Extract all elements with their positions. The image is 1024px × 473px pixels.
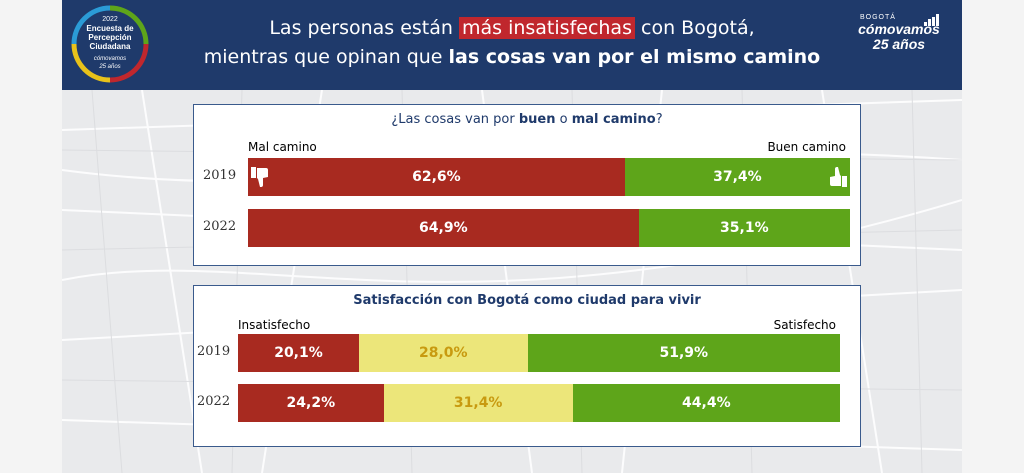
data-label-2019-1: 28,0%	[418, 345, 468, 361]
category-label-2022: 2022	[203, 219, 237, 234]
legend-buen-camino: Buen camino	[767, 140, 846, 154]
category-label-2019: 2019	[197, 344, 231, 359]
stacked-bar-2022: 24,2% 31,4% 44,4%	[238, 384, 840, 422]
bar-segment-2019-0	[248, 158, 625, 196]
category-label-2019: 2019	[203, 168, 237, 183]
page-title: Las personas están más insatisfechas con…	[172, 14, 852, 72]
data-label-2019-1: 37,4%	[713, 169, 762, 185]
data-label-2022-2: 44,4%	[682, 395, 731, 411]
bar-segment-2022-1	[638, 209, 850, 247]
legend-satisfecho: Satisfecho	[773, 318, 836, 332]
header-banner: 2022 Encuesta de Percepción Ciudadana có…	[62, 0, 962, 90]
data-label-2022-0: 24,2%	[286, 395, 336, 411]
bar-segment-2022-2	[572, 384, 840, 422]
bar-segment-2019-1	[359, 334, 528, 372]
bar-segment-2019-1	[624, 158, 850, 196]
bogota-como-vamos-logo: BOGOTÁ cómovamos 25 años	[858, 14, 940, 52]
badge-year: 2022	[102, 16, 118, 23]
panel-satisfaction: Satisfacción con Bogotá como ciudad para…	[193, 285, 861, 447]
data-label-2019-0: 20,1%	[274, 345, 323, 361]
data-label-2022-1: 31,4%	[453, 395, 503, 411]
legend-mal-camino: Mal camino	[248, 140, 317, 154]
bar-segment-2022-0	[238, 384, 384, 422]
category-label-2022: 2022	[197, 394, 231, 409]
survey-badge-logo: 2022 Encuesta de Percepción Ciudadana có…	[70, 4, 150, 84]
right-margin	[962, 0, 1024, 473]
bar-segment-2019-2	[527, 334, 840, 372]
title-line-1: Las personas están más insatisfechas con…	[269, 17, 755, 39]
badge-line3: Ciudadana	[89, 42, 131, 51]
bar-segment-2022-1	[383, 384, 573, 422]
badge-line1: Encuesta de	[86, 24, 134, 33]
thumbs-down-icon	[250, 166, 270, 192]
bar-chart-icon	[924, 14, 939, 26]
badge-line2: Percepción	[88, 33, 132, 42]
slide: 2022 Encuesta de Percepción Ciudadana có…	[62, 0, 962, 473]
data-label-2022-0: 64,9%	[419, 220, 468, 236]
data-label-2022-1: 35,1%	[720, 220, 769, 236]
title-bold: las cosas van por el mismo camino	[448, 46, 821, 68]
stacked-bar-2022: 64,9% 35,1%	[248, 209, 850, 247]
data-label-2019-0: 62,6%	[412, 169, 461, 185]
thumbs-up-icon	[828, 166, 848, 192]
badge-anniv: 25 años	[99, 64, 121, 70]
title-highlight: más insatisfechas	[458, 17, 635, 39]
title-line-2: mientras que opinan que las cosas van po…	[203, 46, 821, 68]
panel-satisfaction-title: Satisfacción con Bogotá como ciudad para…	[353, 293, 701, 308]
panel-direction-title: ¿Las cosas van por buen o mal camino?	[391, 112, 663, 127]
data-label-2019-2: 51,9%	[659, 345, 709, 361]
bar-segment-2019-0	[238, 334, 359, 372]
badge-ring-icon	[71, 5, 149, 83]
badge-brand: cómovamos	[93, 56, 127, 62]
legend-insatisfecho: Insatisfecho	[238, 318, 311, 332]
panel-direction: ¿Las cosas van por buen o mal camino? Ma…	[193, 104, 861, 266]
stacked-bar-2019: 20,1% 28,0% 51,9%	[238, 334, 840, 372]
stacked-bar-2019: 62,6% 37,4%	[248, 158, 850, 196]
left-margin	[0, 0, 62, 473]
bar-segment-2022-0	[248, 209, 639, 247]
